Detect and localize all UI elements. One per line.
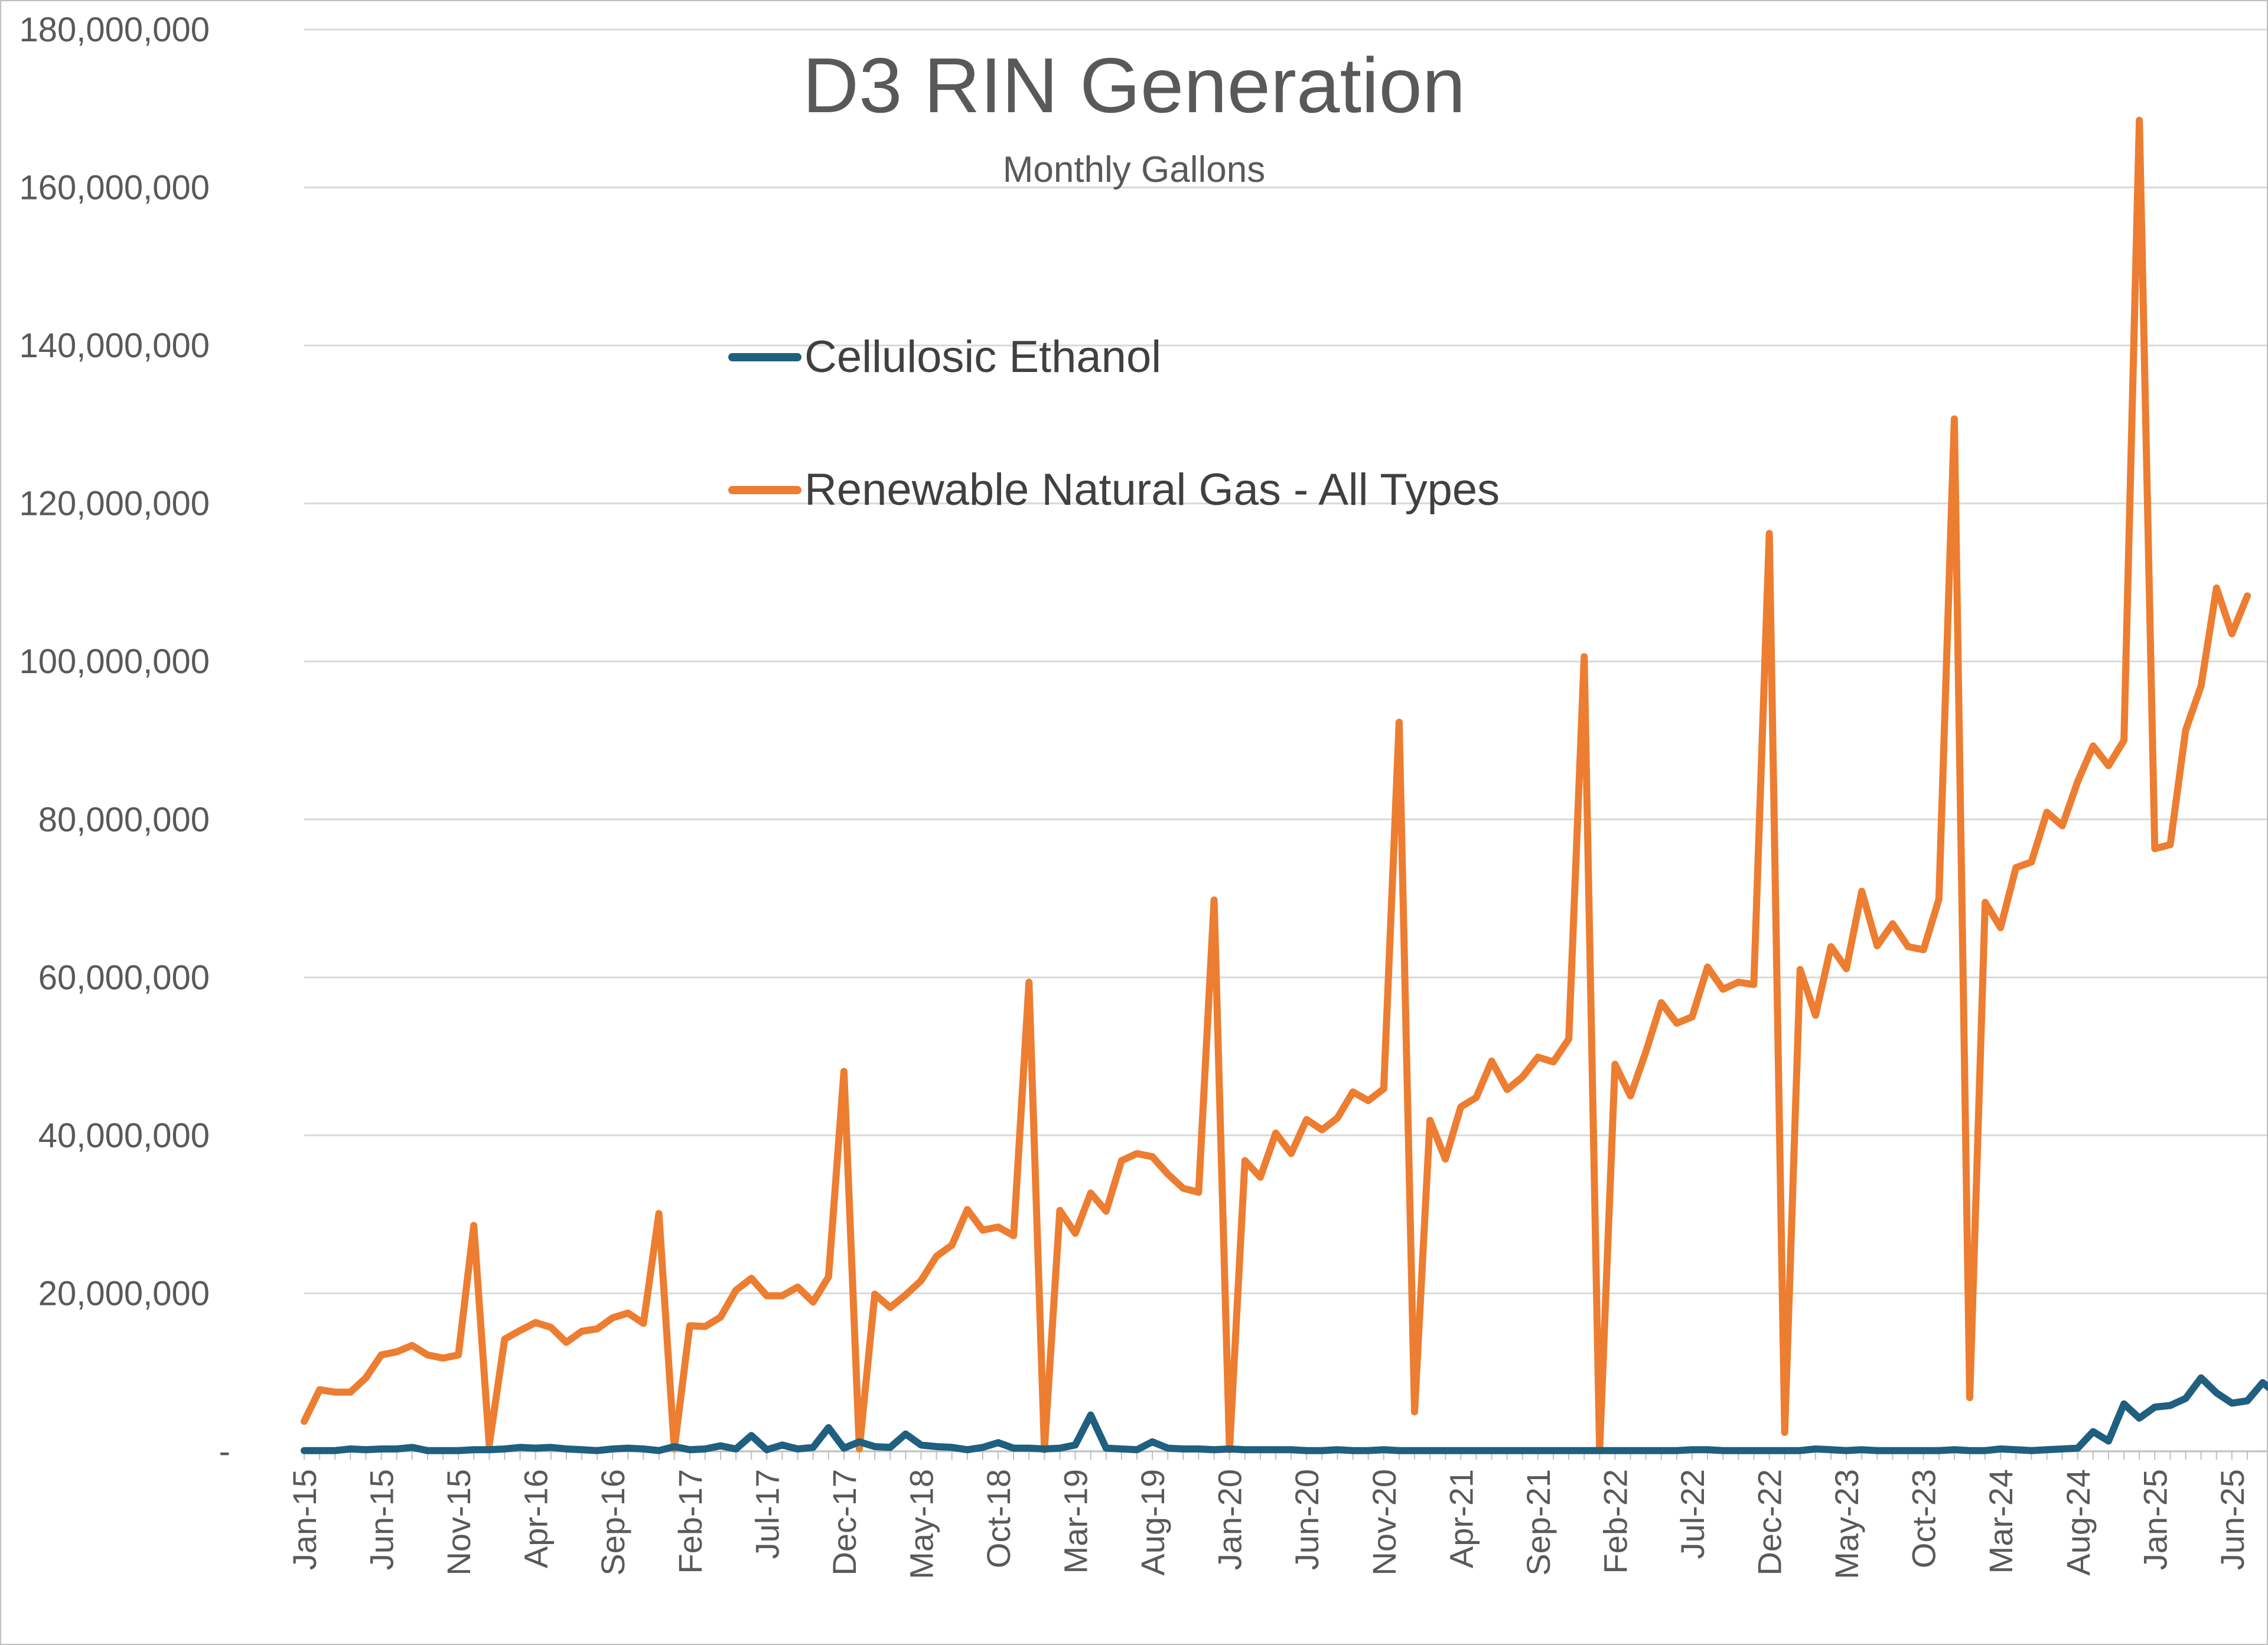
series-line-cellulosic-ethanol [301,1374,2268,1454]
y-tick-label: 60,000,000 [38,958,210,997]
x-tick-label: Oct-23 [1905,1469,1943,1568]
chart-subtitle: Monthly Gallons [1003,149,1266,190]
x-tick-label: Dec-22 [1751,1469,1788,1576]
x-tick-label: Jun-15 [363,1469,400,1570]
legend: Cellulosic Ethanol Renewable Natural Gas… [728,332,1500,515]
series-lines [301,116,2268,1454]
x-tick-label: Mar-19 [1057,1469,1094,1574]
x-tick-label: May-18 [902,1469,940,1579]
legend-label-cellulosic-ethanol: Cellulosic Ethanol [804,332,1161,382]
x-tick-label: Dec-17 [826,1469,863,1576]
y-tick-label: 180,000,000 [19,11,210,49]
x-tick-label: Apr-21 [1442,1469,1480,1568]
x-tick-label: Jun-20 [1288,1469,1325,1570]
x-tick-label: Jun-25 [2214,1469,2251,1570]
x-tick-label: Aug-24 [2060,1469,2097,1576]
x-tick-label: Jan-20 [1211,1469,1249,1570]
y-axis-ticks: - 20,000,000 40,000,000 60,000,000 80,000,00… [19,11,230,1471]
x-tick-label: Feb-17 [672,1469,709,1574]
series-line-renewable-natural-gas [301,116,2251,1454]
y-tick-label: 140,000,000 [19,327,210,365]
x-axis-ticks: Jan-15 Jun-15 Nov-15 Apr-16 Sep-16 Feb-17 Jul-… [286,1451,2251,1579]
x-tick-label: Jul-22 [1674,1469,1711,1559]
x-tick-label: Mar-24 [1982,1469,2019,1574]
y-tick-label: 160,000,000 [19,169,210,207]
y-tick-label: 100,000,000 [19,642,210,681]
legend-label-renewable-natural-gas: Renewable Natural Gas - All Types [804,465,1500,515]
gridlines [304,28,2267,1294]
x-tick-label: Aug-19 [1134,1469,1171,1576]
chart-title: D3 RIN Generation [803,42,1466,129]
x-tick-label: Apr-16 [517,1469,555,1568]
x-tick-label: Jul-17 [748,1469,786,1559]
y-tick-label: 40,000,000 [38,1117,210,1155]
x-tick-label: Sep-16 [594,1469,631,1576]
y-tick-label: 20,000,000 [38,1274,210,1313]
x-tick-label: Sep-21 [1520,1469,1557,1576]
x-tick-label: Jan-25 [2136,1469,2174,1570]
x-tick-label: Jan-15 [286,1469,323,1570]
y-tick-label: 120,000,000 [19,485,210,523]
x-tick-label: May-23 [1828,1469,1865,1579]
x-tick-label: Oct-18 [980,1469,1017,1568]
y-tick-label: - [219,1432,230,1471]
y-tick-label: 80,000,000 [38,801,210,839]
x-tick-label: Feb-22 [1596,1469,1634,1574]
x-tick-label: Nov-15 [440,1469,477,1576]
x-tick-label: Nov-20 [1366,1469,1403,1576]
